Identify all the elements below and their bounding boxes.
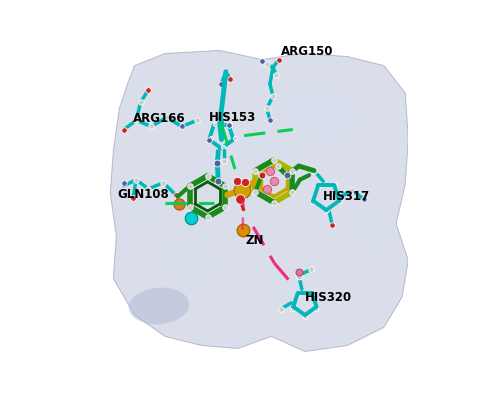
Ellipse shape <box>282 86 365 143</box>
Text: HIS153: HIS153 <box>209 111 256 124</box>
Ellipse shape <box>122 181 177 218</box>
Text: HIS317: HIS317 <box>323 190 370 203</box>
Ellipse shape <box>348 212 396 248</box>
Text: ZN: ZN <box>246 233 264 246</box>
Text: HIS320: HIS320 <box>305 291 352 304</box>
Ellipse shape <box>128 288 190 324</box>
Polygon shape <box>110 51 408 352</box>
Text: ARG150: ARG150 <box>280 45 333 58</box>
Text: ARG166: ARG166 <box>133 112 186 125</box>
Text: GLN108: GLN108 <box>118 188 170 201</box>
Ellipse shape <box>238 132 305 175</box>
Ellipse shape <box>159 239 220 282</box>
